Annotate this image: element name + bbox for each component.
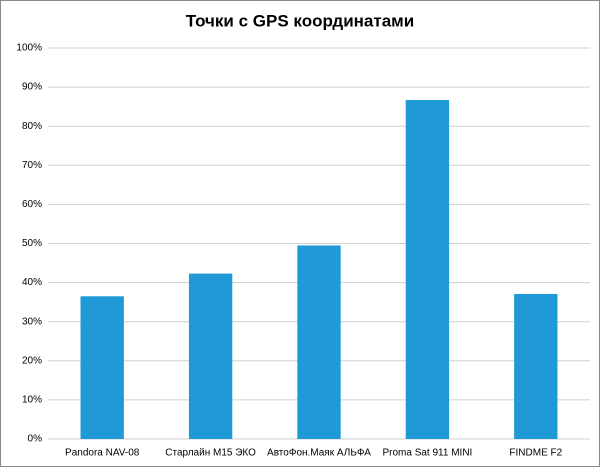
y-tick-label: 70% xyxy=(22,160,42,171)
bar xyxy=(80,296,124,439)
x-tick-label: АвтоФон.Маяк АЛЬФА xyxy=(267,448,371,459)
y-tick-label: 0% xyxy=(28,434,43,445)
y-tick-label: 30% xyxy=(22,316,42,327)
y-tick-label: 60% xyxy=(22,199,42,210)
y-tick-label: 20% xyxy=(22,355,42,366)
y-tick-label: 90% xyxy=(22,82,42,93)
bar xyxy=(514,293,558,439)
x-tick-label: FINDME F2 xyxy=(509,448,562,459)
bar xyxy=(297,245,341,439)
chart-title: Точки с GPS координатами xyxy=(186,11,414,30)
x-tick-label: Proma Sat 911 MINI xyxy=(382,448,472,459)
x-tick-label: Pandora NAV-08 xyxy=(65,448,140,459)
bar xyxy=(405,100,450,440)
y-tick-label: 100% xyxy=(16,43,42,54)
y-tick-label: 80% xyxy=(22,121,42,132)
y-tick-label: 40% xyxy=(22,277,42,288)
bar xyxy=(188,273,233,439)
y-tick-label: 50% xyxy=(22,238,42,249)
x-tick-label: Старлайн М15 ЭКО xyxy=(165,448,256,459)
y-tick-label: 10% xyxy=(22,395,42,406)
